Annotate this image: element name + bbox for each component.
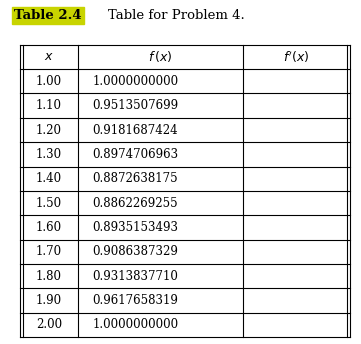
Text: 1.20: 1.20 xyxy=(36,123,62,137)
Text: 0.8872638175: 0.8872638175 xyxy=(93,172,178,185)
Text: 0.9617658319: 0.9617658319 xyxy=(92,294,178,307)
Text: 0.8862269255: 0.8862269255 xyxy=(93,197,178,209)
Text: Table for Problem 4.: Table for Problem 4. xyxy=(108,9,245,22)
Text: 0.8935153493: 0.8935153493 xyxy=(92,221,178,234)
Text: 0.8974706963: 0.8974706963 xyxy=(92,148,179,161)
Text: 0.9181687424: 0.9181687424 xyxy=(93,123,178,137)
Text: 2.00: 2.00 xyxy=(36,319,62,331)
Text: 1.60: 1.60 xyxy=(36,221,62,234)
Text: 1.0000000000: 1.0000000000 xyxy=(92,319,179,331)
Text: 1.80: 1.80 xyxy=(36,270,62,283)
Text: 1.90: 1.90 xyxy=(36,294,62,307)
Text: 0.9313837710: 0.9313837710 xyxy=(92,270,178,283)
Text: 1.50: 1.50 xyxy=(36,197,62,209)
Text: 1.30: 1.30 xyxy=(36,148,62,161)
Text: 1.70: 1.70 xyxy=(36,245,62,258)
Text: $x$: $x$ xyxy=(44,51,54,63)
Text: $f'(x)$: $f'(x)$ xyxy=(283,49,310,65)
Text: 1.00: 1.00 xyxy=(36,75,62,88)
Text: Table 2.4: Table 2.4 xyxy=(14,9,82,22)
Text: 1.10: 1.10 xyxy=(36,99,62,112)
Text: 1.40: 1.40 xyxy=(36,172,62,185)
Text: 0.9513507699: 0.9513507699 xyxy=(92,99,179,112)
Text: 1.0000000000: 1.0000000000 xyxy=(92,75,179,88)
Text: 0.9086387329: 0.9086387329 xyxy=(92,245,178,258)
Text: $f\,(x)$: $f\,(x)$ xyxy=(148,50,173,64)
